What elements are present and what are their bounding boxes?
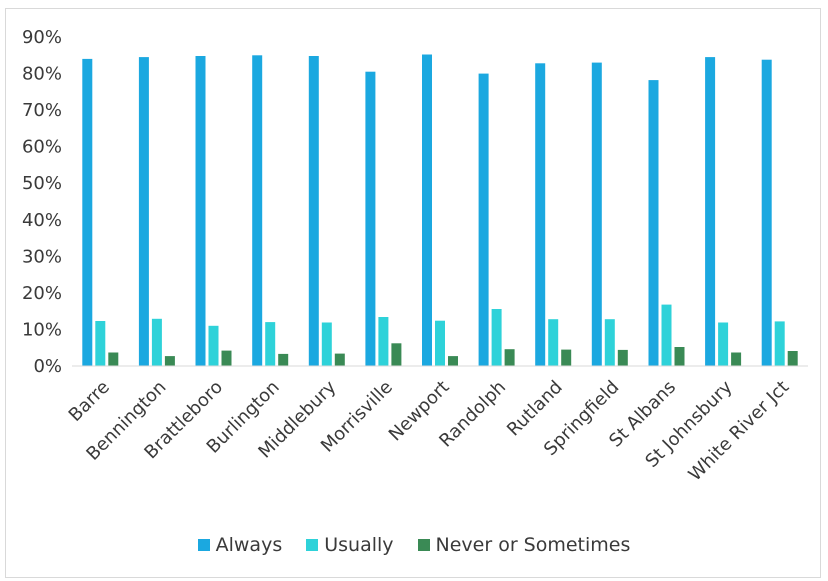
bar-usually-st-albans <box>661 304 672 366</box>
legend-swatch-never-or-sometimes <box>417 539 430 551</box>
y-tick-label: 80% <box>22 64 62 85</box>
bar-always-springfield <box>591 62 602 366</box>
bar-usually-randolph <box>491 309 502 366</box>
bar-usually-brattleboro <box>208 325 219 366</box>
bar-never-or-sometimes-st-albans <box>674 347 685 366</box>
bar-always-burlington <box>252 55 263 367</box>
bar-usually-white-river-jct <box>774 321 785 366</box>
bar-never-or-sometimes-bennington <box>164 356 175 366</box>
legend-item-always: Always <box>197 534 283 556</box>
bar-always-barre <box>82 58 93 367</box>
legend: Always Usually Never or Sometimes <box>0 530 828 560</box>
bar-always-middlebury <box>308 56 319 366</box>
legend-item-usually: Usually <box>306 534 394 556</box>
bar-always-rutland <box>535 63 546 367</box>
x-tick-label: White River Jct <box>685 377 794 486</box>
bar-usually-burlington <box>265 322 276 366</box>
legend-label-never-or-sometimes: Never or Sometimes <box>435 534 631 556</box>
y-axis: 0% 10% 20% 30% 40% 50% 60% 70% 80% 90% <box>22 27 62 377</box>
bar-usually-newport <box>435 320 445 366</box>
y-tick-label: 50% <box>22 173 62 194</box>
y-tick-label: 90% <box>22 27 62 48</box>
bar-always-brattleboro <box>195 56 206 366</box>
bar-usually-barre <box>95 321 106 366</box>
bar-usually-springfield <box>604 319 615 366</box>
bar-never-or-sometimes-brattleboro <box>221 350 232 366</box>
bar-usually-rutland <box>548 319 559 366</box>
bar-always-morrisville <box>365 71 376 366</box>
y-tick-label: 60% <box>22 137 62 158</box>
bars-group <box>82 54 798 367</box>
legend-swatch-usually <box>306 539 319 551</box>
legend-item-never-or-sometimes: Never or Sometimes <box>417 534 631 556</box>
bar-always-bennington <box>138 57 149 366</box>
bar-always-st-johnsbury <box>705 57 716 366</box>
y-tick-label: 30% <box>22 246 62 267</box>
legend-label-always: Always <box>215 534 283 556</box>
x-axis-labels: BarreBenningtonBrattleboroBurlingtonMidd… <box>65 376 794 485</box>
bar-usually-st-johnsbury <box>718 322 729 366</box>
y-tick-label: 70% <box>22 100 62 121</box>
bar-never-or-sometimes-newport <box>448 356 458 366</box>
bar-never-or-sometimes-randolph <box>504 349 515 366</box>
bar-never-or-sometimes-middlebury <box>334 353 345 366</box>
bar-never-or-sometimes-burlington <box>278 353 289 366</box>
bar-never-or-sometimes-barre <box>108 352 119 366</box>
x-tick-label: Barre <box>65 377 114 426</box>
bar-usually-bennington <box>151 318 162 366</box>
y-tick-label: 10% <box>22 319 62 340</box>
bar-never-or-sometimes-rutland <box>561 349 572 366</box>
legend-swatch-always <box>197 539 210 551</box>
bar-always-newport <box>422 54 432 366</box>
y-tick-label: 40% <box>22 210 62 231</box>
bar-usually-middlebury <box>321 322 332 366</box>
legend-label-usually: Usually <box>324 534 394 556</box>
bar-always-st-albans <box>648 80 659 366</box>
bar-always-white-river-jct <box>761 59 772 366</box>
bar-always-randolph <box>478 73 489 366</box>
y-tick-label: 20% <box>22 283 62 304</box>
bar-never-or-sometimes-st-johnsbury <box>731 352 742 366</box>
y-tick-label: 0% <box>33 356 62 377</box>
bar-never-or-sometimes-morrisville <box>391 343 402 366</box>
bar-never-or-sometimes-springfield <box>617 349 628 366</box>
bar-never-or-sometimes-white-river-jct <box>787 351 798 366</box>
bar-usually-morrisville <box>378 317 389 366</box>
